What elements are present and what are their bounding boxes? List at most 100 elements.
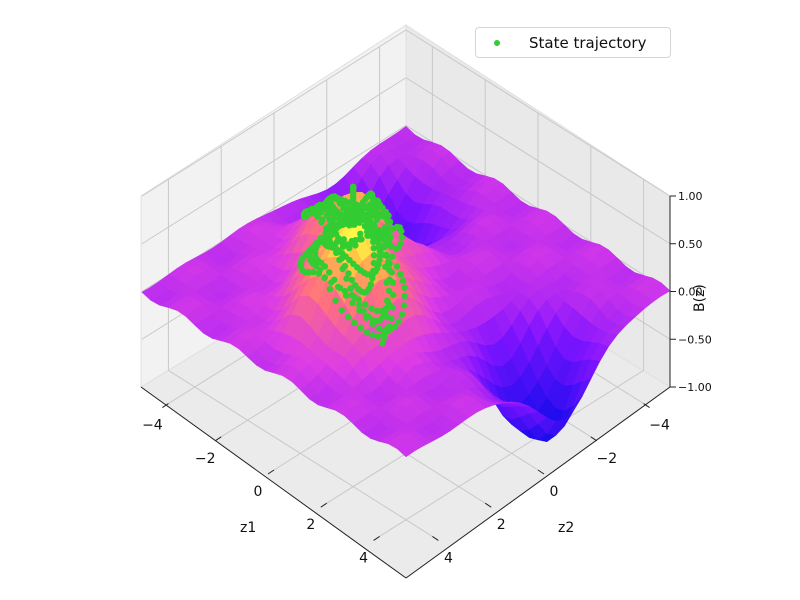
x-tick-mark [267, 469, 275, 475]
x-tick-mark [162, 403, 169, 409]
trajectory-point [343, 275, 350, 282]
y-tick-mark [537, 469, 545, 475]
trajectory-point [321, 274, 328, 282]
wall-gridline [141, 29, 407, 197]
trajectory-point [347, 240, 355, 248]
trajectory-point [370, 259, 378, 267]
trajectory-point [393, 263, 400, 270]
x-axis-line [140, 386, 407, 579]
z-tick-label: −0.50 [678, 333, 712, 346]
trajectory-point [348, 276, 356, 284]
legend: State trajectory [475, 27, 671, 58]
trajectory-point [382, 326, 390, 333]
trajectory-point [326, 286, 333, 293]
x-tick-mark [214, 436, 222, 442]
trajectory-point [318, 218, 325, 226]
trajectory-point [368, 233, 376, 240]
x-tick-label: −2 [195, 451, 216, 467]
trajectory-point [341, 262, 349, 270]
trajectory-point [347, 285, 354, 292]
trajectory-point [326, 217, 333, 224]
y-tick-mark [484, 502, 492, 508]
x-tick-label: −4 [142, 418, 163, 434]
trajectory-point [370, 225, 378, 232]
trajectory-point [326, 269, 333, 276]
trajectory-point [399, 277, 407, 284]
tick-labels: −4 −2 0 2 4 −4 −2 0 2 4 −1.00 −0.50 0.00 0.50 1.00 [142, 190, 712, 566]
trajectory-point [366, 218, 374, 226]
surface-face [396, 440, 416, 458]
trajectory-point [352, 282, 359, 289]
trajectory-point [344, 314, 352, 321]
trajectory-point [375, 325, 383, 332]
z-axis-label: B(z) [692, 284, 708, 312]
trajectory-point [389, 253, 396, 260]
trajectory-point [358, 236, 365, 243]
trajectory-point [400, 302, 408, 309]
trajectory-point [370, 245, 377, 252]
wall-gridline [141, 77, 407, 245]
trajectory-point [390, 291, 397, 299]
floor-gridline [168, 369, 433, 537]
trajectory-point [383, 279, 390, 286]
trajectory-point [380, 213, 388, 220]
y-axis-label: z2 [558, 520, 574, 536]
y-tick-mark [432, 535, 439, 541]
trajectory-point [374, 333, 381, 340]
trajectory-point [338, 255, 345, 262]
trajectory-point [401, 284, 408, 291]
trajectory-point [398, 234, 405, 241]
trajectory-point [370, 267, 377, 275]
trajectory-point [351, 294, 358, 301]
trajectory-point [314, 213, 321, 220]
trajectory-point [338, 307, 345, 314]
trajectory-point [370, 238, 377, 246]
trajectory-point [351, 319, 358, 326]
trajectory-point [356, 301, 363, 309]
trajectory-point [370, 252, 378, 259]
x-tick-mark [320, 502, 328, 508]
trajectory-point [384, 297, 391, 304]
y-tick-label: 0 [550, 484, 559, 500]
trajectory-point [385, 258, 392, 266]
trajectory-point [373, 307, 381, 315]
trajectory-point [389, 304, 396, 311]
wall-gridline [405, 29, 671, 197]
trajectory-point [368, 305, 375, 312]
trajectory-point [364, 313, 372, 320]
trajectory-point [392, 323, 399, 330]
trajectory-point [379, 340, 386, 347]
y-tick-label: 2 [497, 517, 506, 533]
trajectory-point [398, 311, 406, 318]
legend-marker-dot [494, 39, 500, 46]
trajectory-point [322, 225, 330, 232]
x-tick-label: 4 [359, 550, 368, 566]
trajectory-point [397, 271, 404, 278]
trajectory-point [377, 242, 384, 249]
trajectory-point [380, 251, 387, 259]
trajectory-point [331, 276, 338, 283]
wall-gridline [405, 77, 671, 245]
y-tick-mark [590, 436, 598, 442]
trajectory-point [313, 239, 320, 246]
legend-label: State trajectory [529, 33, 647, 52]
z-tick-label: 0.50 [678, 238, 703, 251]
trajectory-point [381, 334, 388, 341]
trajectory-point [374, 233, 381, 240]
trajectory-point [398, 227, 405, 235]
trajectory-point [335, 249, 342, 256]
trajectory-point [373, 216, 380, 224]
y-tick-label: −4 [649, 418, 670, 434]
trajectory-point [332, 297, 339, 304]
floor-gridline [379, 369, 644, 537]
trajectory-point [362, 301, 369, 308]
x-axis-label: z1 [240, 520, 256, 536]
trajectory-point [369, 332, 376, 339]
trajectory-point [342, 292, 350, 299]
trajectory-point [381, 224, 389, 231]
trajectory-point [370, 209, 377, 217]
z-tick-label: 0.00 [678, 286, 703, 299]
z-tick-label: 1.00 [678, 190, 703, 203]
trajectory-series [297, 183, 408, 347]
